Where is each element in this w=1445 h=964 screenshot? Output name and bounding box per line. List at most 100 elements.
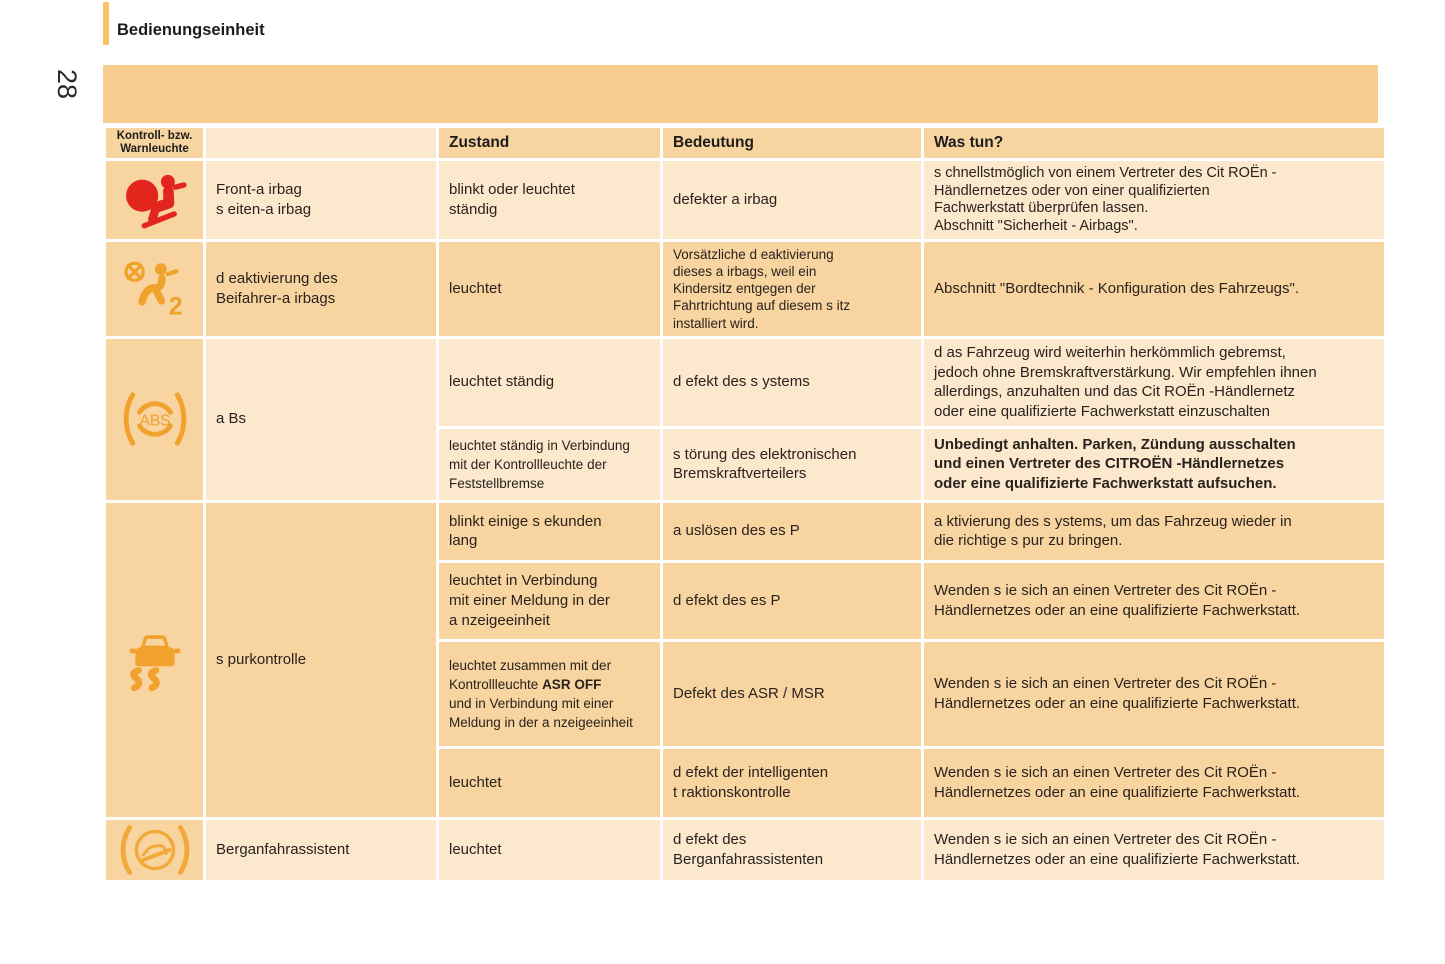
table-row: leuchtet in Verbindung mit einer Meldung…	[105, 559, 1387, 642]
warning-light-name: Berganfahrassistent	[216, 840, 350, 858]
action-cell: Wenden s ie sich an einen Vertreter des …	[921, 638, 1387, 749]
state-cell: leuchtet	[436, 239, 663, 339]
meaning-text: d efekt der intelligenten t raktionskont…	[673, 764, 829, 801]
meaning-cell: a uslösen des es P	[660, 499, 924, 563]
warning-light-name-cell: Front-a irbag s eiten-a irbag	[203, 158, 439, 242]
action-cell: s chnellstmöglich von einem Vertreter de…	[921, 158, 1387, 242]
lane-control-icon	[129, 635, 180, 692]
icon-cell: ABS	[103, 335, 206, 503]
passenger-airbag-deactivation-icon: 2	[123, 261, 182, 319]
table-row: s purkontrolle blinkt einige s ekunden l…	[103, 499, 1387, 820]
front-airbag-warning-icon	[125, 175, 187, 229]
state-text: leuchtet in Verbindung mit einer Meldung…	[449, 572, 610, 629]
asr-off-label: ASR OFF	[542, 676, 602, 692]
state-cell: leuchtet ständig	[436, 335, 663, 429]
action-cell: a ktivierung des s ystems, um das Fahrze…	[921, 499, 1387, 563]
action-cell: Wenden s ie sich an einen Vertreter des …	[921, 816, 1387, 883]
header-warning-light: Kontroll- bzw. Warnleuchte	[103, 124, 206, 162]
svg-text:ABS: ABS	[139, 413, 170, 430]
meaning-text: s törung des elektronischen Bremskraftve…	[673, 445, 857, 483]
meaning-text: Vorsätzliche d eaktivierung dieses a irb…	[673, 247, 851, 331]
action-text: Wenden s ie sich an einen Vertreter des …	[934, 675, 1301, 712]
meaning-cell: d efekt der intelligenten t raktionskont…	[660, 745, 924, 820]
header-meaning: Bedeutung	[660, 124, 924, 162]
hill-start-assist-icon	[120, 825, 189, 875]
action-cell: Wenden s ie sich an einen Vertreter des …	[921, 559, 1387, 642]
meaning-cell: Vorsätzliche d eaktivierung dieses a irb…	[660, 239, 924, 339]
warning-light-name-cell: d eaktivierung des Beifahrer-a irbags	[203, 239, 439, 339]
state-text: blinkt einige s ekunden lang	[449, 512, 602, 550]
meaning-cell: d efekt des s ystems	[660, 335, 924, 429]
meaning-cell: Defekt des ASR / MSR	[660, 638, 924, 749]
state-text: leuchtet ständig	[449, 373, 555, 391]
header-warning-light-label: Kontroll- bzw. Warnleuchte	[116, 130, 193, 156]
state-cell: leuchtet	[436, 816, 663, 883]
state-cell: leuchtet	[436, 745, 663, 820]
abs-warning-icon: ABS	[123, 392, 186, 446]
state-text: leuchtet	[449, 773, 502, 791]
state-text-part: und in Verbindung mit einer Meldung in d…	[449, 695, 633, 731]
meaning-cell: d efekt des es P	[660, 559, 924, 642]
header-name-cell	[203, 124, 439, 162]
meaning-text: Defekt des ASR / MSR	[673, 684, 825, 702]
state-text: leuchtet ständig in Verbindung mit der K…	[449, 437, 630, 491]
state-cell: leuchtet in Verbindung mit einer Meldung…	[436, 559, 663, 642]
table-title-banner	[103, 65, 1378, 123]
meaning-text: a uslösen des es P	[673, 522, 800, 540]
meaning-cell: defekter a irbag	[660, 158, 924, 242]
state-cell: blinkt einige s ekunden lang	[436, 499, 663, 563]
table-header-row: Kontroll- bzw. Warnleuchte Zustand Bedeu…	[103, 124, 1387, 162]
meaning-text: d efekt des s ystems	[673, 373, 810, 391]
state-text: leuchtet	[449, 840, 502, 858]
state-text: leuchtet zusammen mit der Kontrollleucht…	[449, 658, 633, 730]
page-title: Bedienungseinheit	[117, 21, 265, 39]
meaning-text: d efekt des es P	[673, 591, 781, 609]
action-text: s chnellstmöglich von einem Vertreter de…	[934, 165, 1277, 234]
action-text: Wenden s ie sich an einen Vertreter des …	[934, 764, 1301, 801]
action-cell: Wenden s ie sich an einen Vertreter des …	[921, 745, 1387, 820]
table-row: leuchtet d efekt der intelligenten t rak…	[105, 745, 1387, 820]
header-state: Zustand	[436, 124, 663, 162]
warning-light-name-cell: s purkontrolle	[203, 499, 439, 820]
action-text: d as Fahrzeug wird weiterhin herkömmlich…	[934, 343, 1317, 421]
warning-light-name: Front-a irbag s eiten-a irbag	[216, 181, 312, 219]
warning-lights-table: Kontroll- bzw. Warnleuchte Zustand Bedeu…	[103, 124, 1387, 883]
action-cell: Abschnitt "Bordtechnik - Konfiguration d…	[921, 239, 1387, 339]
table-row: leuchtet ständig in Verbindung mit der K…	[105, 425, 1387, 503]
icon-cell: 2	[103, 239, 206, 339]
action-cell: d as Fahrzeug wird weiterhin herkömmlich…	[921, 335, 1387, 429]
state-text: leuchtet	[449, 279, 502, 297]
meaning-cell: d efekt des Berganfahrassistenten	[660, 816, 924, 883]
action-text: Abschnitt "Bordtechnik - Konfiguration d…	[934, 279, 1300, 297]
warning-light-name-cell: a Bs	[203, 335, 439, 503]
table-row: Berganfahrassistent leuchtet d efekt des…	[103, 816, 1387, 883]
state-text-part: leuchtet zusammen mit der Kontrollleucht…	[449, 657, 612, 692]
action-cell: Unbedingt anhalten. Parken, Zündung auss…	[921, 425, 1387, 503]
icon-cell	[103, 158, 206, 242]
title-accent-bar	[103, 2, 109, 45]
icon-cell	[103, 816, 206, 883]
icon-cell	[103, 499, 206, 820]
header-meaning-label: Bedeutung	[673, 133, 754, 151]
table-row: 2 d eaktivierung des Beifahrer-a irbags …	[103, 239, 1387, 339]
meaning-text: d efekt des Berganfahrassistenten	[673, 831, 824, 868]
svg-text:2: 2	[168, 294, 182, 319]
table-row: Front-a irbag s eiten-a irbag blinkt ode…	[103, 158, 1387, 242]
header-action-label: Was tun?	[934, 133, 1004, 151]
action-text: Unbedingt anhalten. Parken, Zündung auss…	[934, 435, 1296, 493]
warning-light-name: a Bs	[216, 410, 247, 428]
table-row: leuchtet zusammen mit der Kontrollleucht…	[105, 638, 1387, 749]
state-cell: leuchtet zusammen mit der Kontrollleucht…	[436, 638, 663, 749]
action-text: a ktivierung des s ystems, um das Fahrze…	[934, 512, 1292, 550]
warning-light-name: s purkontrolle	[216, 650, 307, 668]
page-number: 28	[52, 68, 83, 100]
action-text: Wenden s ie sich an einen Vertreter des …	[934, 831, 1301, 868]
table-row: ABS a Bs leuchtet ständig d efekt des s …	[103, 335, 1387, 503]
state-cell: blinkt oder leuchtet ständig	[436, 158, 663, 242]
action-text: Wenden s ie sich an einen Vertreter des …	[934, 582, 1301, 619]
warning-light-name-cell: Berganfahrassistent	[203, 816, 439, 883]
header-action: Was tun?	[921, 124, 1387, 162]
state-cell: leuchtet ständig in Verbindung mit der K…	[436, 425, 663, 503]
meaning-text: defekter a irbag	[673, 191, 778, 209]
